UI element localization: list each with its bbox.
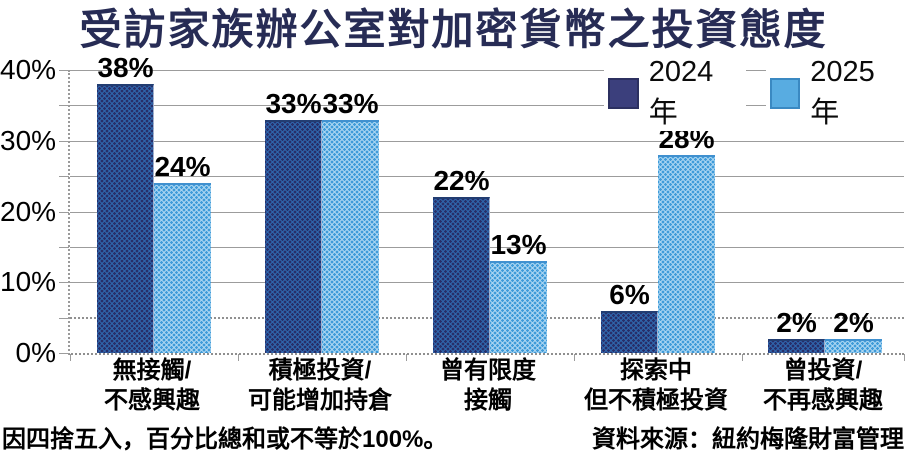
x-tick-4	[742, 354, 743, 361]
x-tick-2	[406, 354, 407, 361]
category-label-5: 曾投資/不再感興趣	[723, 356, 907, 416]
legend-label-2024: 2024年	[648, 56, 714, 129]
value-label-2024年-group5: 2%	[776, 306, 817, 338]
category-label-line1: 曾投資/	[783, 357, 863, 384]
bar-2024年-group3	[433, 197, 490, 353]
y-tick-0	[59, 353, 69, 354]
category-label-3: 曾有限度 接觸	[388, 356, 588, 416]
category-label-line2: 但不積極投資	[584, 387, 728, 414]
category-label-2: 積極投資/可能增加持倉	[220, 356, 420, 416]
y-tick-20	[59, 211, 69, 213]
value-label-2025年-group1: 24%	[154, 151, 211, 183]
bar-2024年-group4	[601, 310, 658, 353]
y-tick-25	[59, 176, 69, 178]
data-source: 資料來源：紐約梅隆財富管理	[592, 426, 904, 451]
category-label-line2: 不再感興趣	[763, 387, 883, 414]
category-label-4: 探索中 但不積極投資	[556, 356, 756, 416]
category-label-line2: 不感興趣	[104, 387, 200, 414]
y-axis-label-20: 20%	[0, 195, 57, 227]
y-tick-40	[59, 70, 69, 71]
legend-swatch-2025-icon	[769, 78, 801, 109]
chart-title: 受訪家族辦公室對加密貨幣之投資態度	[79, 6, 828, 53]
category-label-1: 無接觸/不感興趣	[52, 356, 252, 416]
value-label-2025年-group2: 33%	[322, 87, 379, 119]
y-tick-35	[59, 105, 69, 107]
value-label-2025年-group3: 13%	[490, 229, 547, 261]
value-label-2024年-group4: 6%	[609, 278, 650, 310]
category-label-line1: 無接觸/	[112, 357, 192, 384]
legend-label-2025: 2025年	[810, 56, 875, 129]
bar-2025年-group1	[154, 183, 211, 353]
bar-2025年-group2	[322, 119, 379, 353]
bar-2025年-group5	[825, 338, 882, 353]
y-axis-label-10: 10%	[0, 266, 57, 298]
rounding-footnote: 因四捨五入，百分比總和或不等於100%。	[2, 426, 448, 451]
bar-2024年-group1	[97, 84, 154, 353]
category-label-line2: 可能增加持倉	[248, 387, 392, 414]
gridline-25	[70, 176, 904, 178]
category-label-line2: 接觸	[464, 387, 512, 414]
y-tick-15	[59, 246, 69, 248]
gridline-35	[70, 105, 904, 107]
y-axis-label-40: 40%	[0, 54, 57, 85]
value-label-2024年-group1: 38%	[97, 52, 154, 84]
value-label-2024年-group2: 33%	[265, 87, 322, 119]
legend: 2024年 2025年	[604, 56, 907, 131]
y-tick-30	[59, 140, 69, 142]
value-label-2025年-group5: 2%	[833, 306, 874, 338]
y-tick-5	[59, 317, 69, 319]
plot-area: 38% 24% 33% 33% 22% 13% 6% 28% 2% 2%	[59, 54, 905, 361]
legend-item-2025: 2025年	[765, 56, 907, 131]
y-axis-label-0: 0%	[15, 337, 56, 368]
gridline-40	[70, 70, 904, 71]
y-tick-10	[59, 282, 69, 284]
y-axis-label-30: 30%	[0, 124, 57, 156]
value-label-2024年-group3: 22%	[433, 165, 490, 197]
bar-2025年-group3	[490, 261, 547, 353]
gridline-30	[70, 140, 904, 142]
legend-swatch-2024-icon	[608, 78, 639, 109]
bar-2024年-group5	[768, 338, 825, 353]
category-label-line1: 曾有限度	[440, 357, 536, 384]
bar-2025年-group4	[658, 154, 715, 353]
x-tick-5	[904, 354, 905, 361]
x-tick-3	[574, 354, 575, 361]
legend-item-2024: 2024年	[604, 56, 746, 131]
category-label-line1: 積極投資/	[268, 357, 372, 384]
x-tick-1	[238, 354, 239, 361]
bar-2024年-group2	[265, 119, 322, 353]
x-tick-0	[70, 354, 71, 361]
category-label-line1: 探索中	[620, 357, 692, 384]
